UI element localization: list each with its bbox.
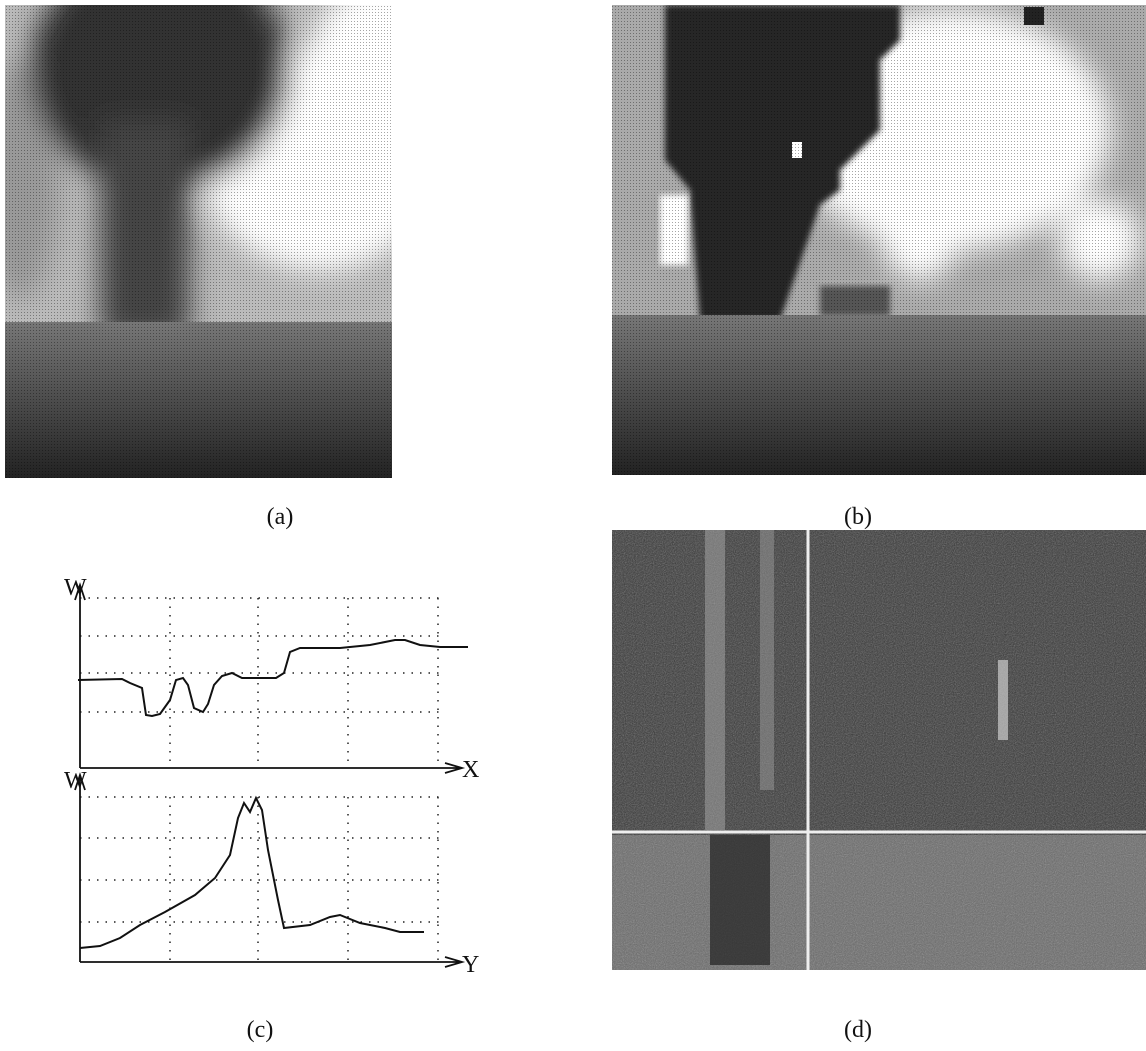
grid	[80, 597, 440, 962]
profile-curve	[77, 639, 468, 718]
axis-label: W	[64, 768, 87, 794]
profile-curve	[79, 795, 424, 949]
axis-label: W	[64, 575, 87, 601]
caption: (d)	[844, 1017, 872, 1043]
caption: (c)	[247, 1017, 274, 1043]
axis-label: Y	[462, 952, 479, 978]
image-a	[5, 5, 392, 478]
caption: (b)	[844, 504, 872, 530]
axis-label: X	[462, 757, 479, 783]
image-b	[612, 5, 1146, 475]
plot-c: W X W Y	[64, 575, 479, 978]
axes	[74, 582, 466, 774]
image-d	[612, 530, 1146, 970]
axes	[74, 772, 466, 968]
caption: (a)	[267, 504, 294, 530]
